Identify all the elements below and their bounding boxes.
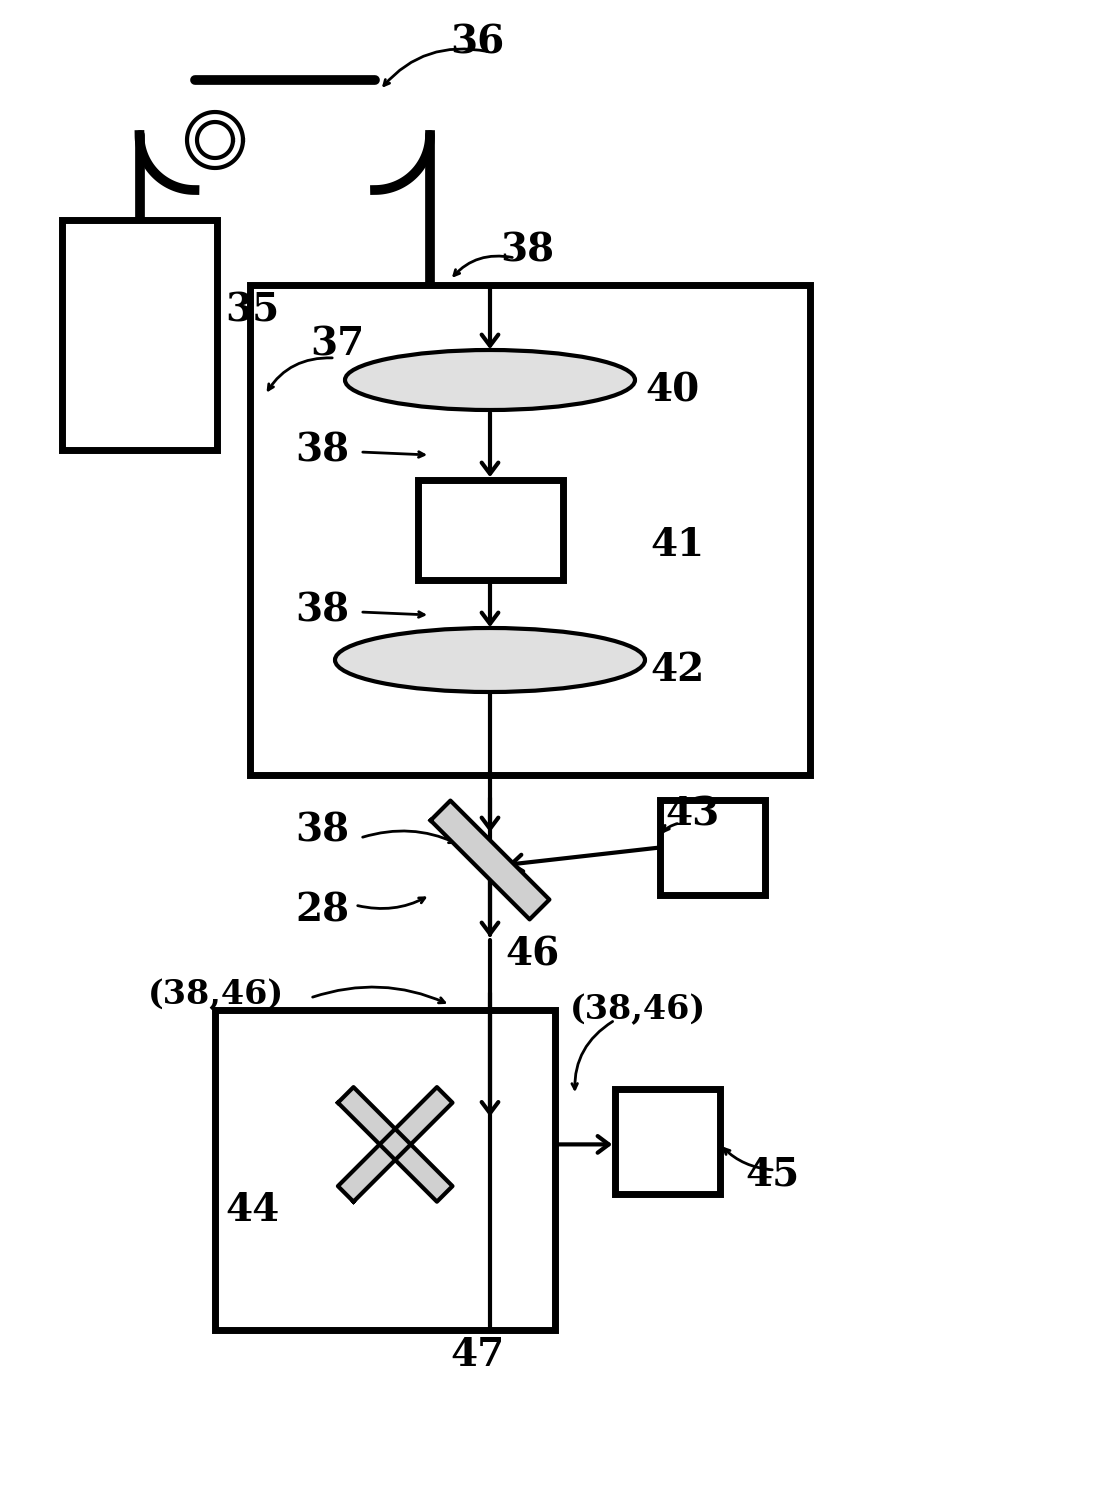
Bar xyxy=(250,285,810,774)
Text: 37: 37 xyxy=(310,325,364,364)
Text: 38: 38 xyxy=(500,231,554,269)
Text: 42: 42 xyxy=(650,651,704,689)
Bar xyxy=(215,1010,555,1329)
Text: 47: 47 xyxy=(450,1335,504,1374)
Ellipse shape xyxy=(345,351,635,410)
Polygon shape xyxy=(338,1088,452,1201)
Text: 43: 43 xyxy=(665,797,719,834)
Polygon shape xyxy=(430,801,549,919)
Text: 41: 41 xyxy=(650,527,704,564)
Text: 40: 40 xyxy=(645,372,699,409)
Bar xyxy=(615,1089,720,1195)
Ellipse shape xyxy=(335,628,645,692)
Bar xyxy=(62,219,217,451)
Text: 35: 35 xyxy=(225,291,279,330)
Bar xyxy=(418,480,563,580)
Text: 38: 38 xyxy=(295,431,350,468)
Text: 28: 28 xyxy=(295,891,350,930)
Text: 38: 38 xyxy=(295,591,350,630)
Text: (38,46): (38,46) xyxy=(148,979,285,1012)
Polygon shape xyxy=(338,1088,452,1201)
Text: (38,46): (38,46) xyxy=(570,994,706,1026)
Text: 45: 45 xyxy=(745,1156,800,1194)
Text: 44: 44 xyxy=(225,1191,279,1229)
Text: 36: 36 xyxy=(450,22,504,61)
Bar xyxy=(660,800,765,895)
Text: 38: 38 xyxy=(295,812,350,849)
Text: 46: 46 xyxy=(505,935,559,974)
